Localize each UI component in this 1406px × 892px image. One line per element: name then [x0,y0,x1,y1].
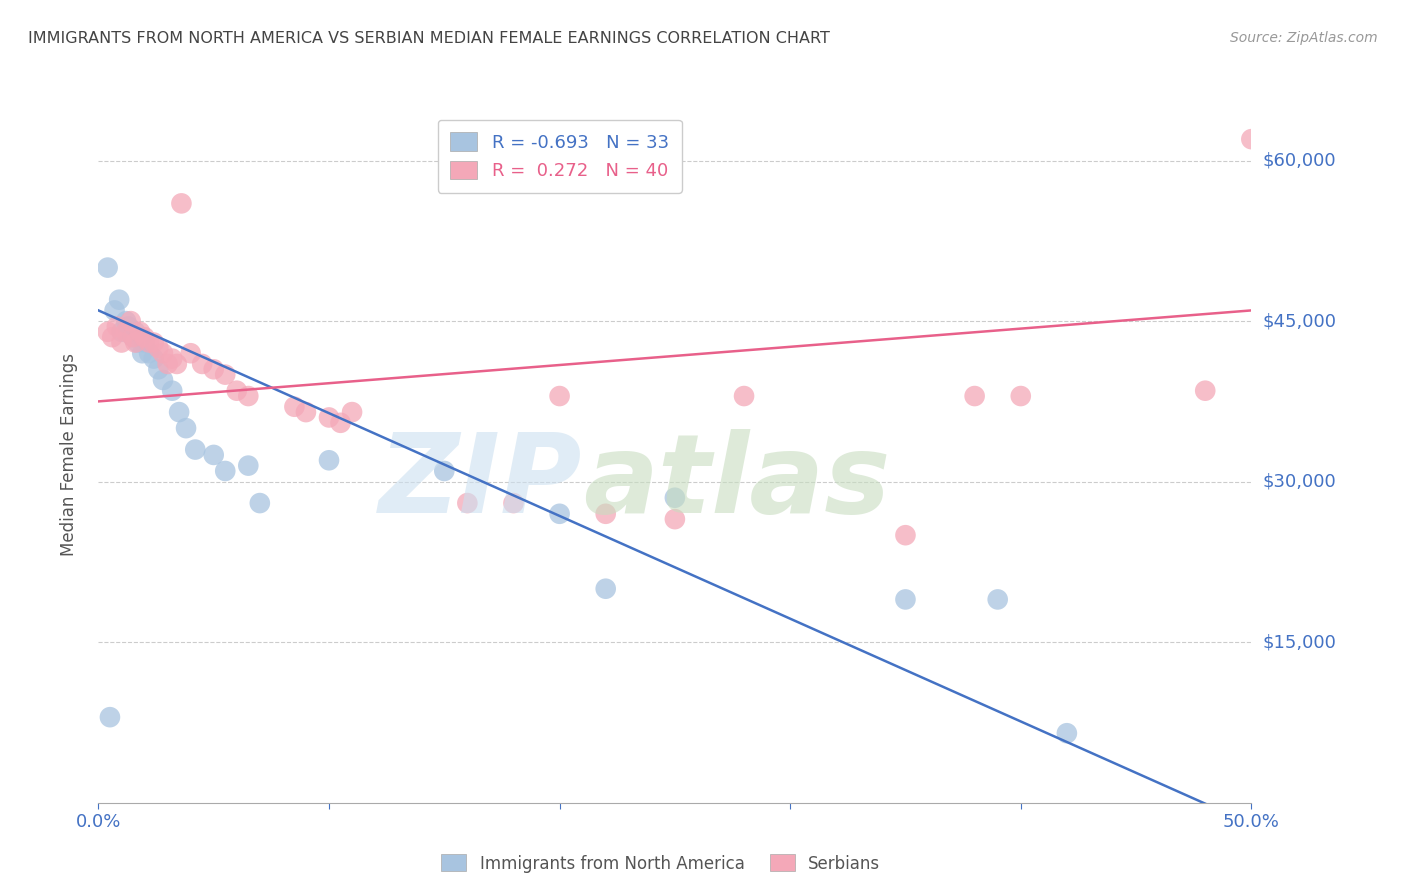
Point [115,325,138,339]
Point [115,314,138,328]
Point [142,335,165,350]
Point [894,528,917,542]
Point [664,512,686,526]
Point [548,507,571,521]
Legend: Immigrants from North America, Serbians: Immigrants from North America, Serbians [434,847,887,880]
Point [97,325,120,339]
Point [120,314,142,328]
Point [329,416,352,430]
Point [129,330,152,344]
Point [134,330,156,344]
Point [1010,389,1032,403]
Point [108,293,131,307]
Point [733,389,755,403]
Point [214,464,236,478]
Point [160,384,183,398]
Point [202,448,225,462]
Text: $45,000: $45,000 [1263,312,1337,330]
Point [225,384,247,398]
Point [101,330,124,344]
Point [318,410,340,425]
Point [295,405,318,419]
Point [122,330,145,344]
Point [156,357,179,371]
Point [340,405,363,419]
Text: IMMIGRANTS FROM NORTH AMERICA VS SERBIAN MEDIAN FEMALE EARNINGS CORRELATION CHAR: IMMIGRANTS FROM NORTH AMERICA VS SERBIAN… [28,31,830,46]
Point [148,362,170,376]
Point [142,351,165,366]
Y-axis label: Median Female Earnings: Median Female Earnings [59,353,77,557]
Point [595,582,617,596]
Text: $30,000: $30,000 [1263,473,1336,491]
Point [184,442,207,457]
Point [98,710,121,724]
Point [894,592,917,607]
Point [202,362,225,376]
Legend: R = -0.693   N = 33, R =  0.272   N = 40: R = -0.693 N = 33, R = 0.272 N = 40 [437,120,682,193]
Point [595,507,617,521]
Point [1240,132,1263,146]
Point [1194,384,1216,398]
Point [124,335,146,350]
Text: $60,000: $60,000 [1263,152,1336,169]
Point [124,325,146,339]
Point [502,496,524,510]
Point [318,453,340,467]
Point [238,458,260,473]
Point [131,346,153,360]
Point [167,405,190,419]
Point [110,325,132,339]
Point [134,335,156,350]
Point [160,351,183,366]
Text: Source: ZipAtlas.com: Source: ZipAtlas.com [1230,31,1378,45]
Point [105,319,128,334]
Point [174,421,197,435]
Point [148,341,170,355]
Point [129,325,152,339]
Point [103,303,125,318]
Point [1056,726,1078,740]
Point [138,346,160,360]
Point [664,491,686,505]
Point [170,196,193,211]
Point [117,319,139,334]
Point [249,496,271,510]
Point [963,389,986,403]
Point [214,368,236,382]
Point [122,330,145,344]
Point [433,464,456,478]
Point [152,373,174,387]
Point [191,357,214,371]
Point [548,389,571,403]
Text: atlas: atlas [582,429,890,536]
Text: ZIP: ZIP [380,429,582,536]
Text: $15,000: $15,000 [1263,633,1336,651]
Point [127,335,149,350]
Point [456,496,478,510]
Point [180,346,202,360]
Point [283,400,305,414]
Point [97,260,120,275]
Point [152,346,174,360]
Point [138,335,160,350]
Point [110,335,132,350]
Point [238,389,260,403]
Point [987,592,1010,607]
Point [166,357,188,371]
